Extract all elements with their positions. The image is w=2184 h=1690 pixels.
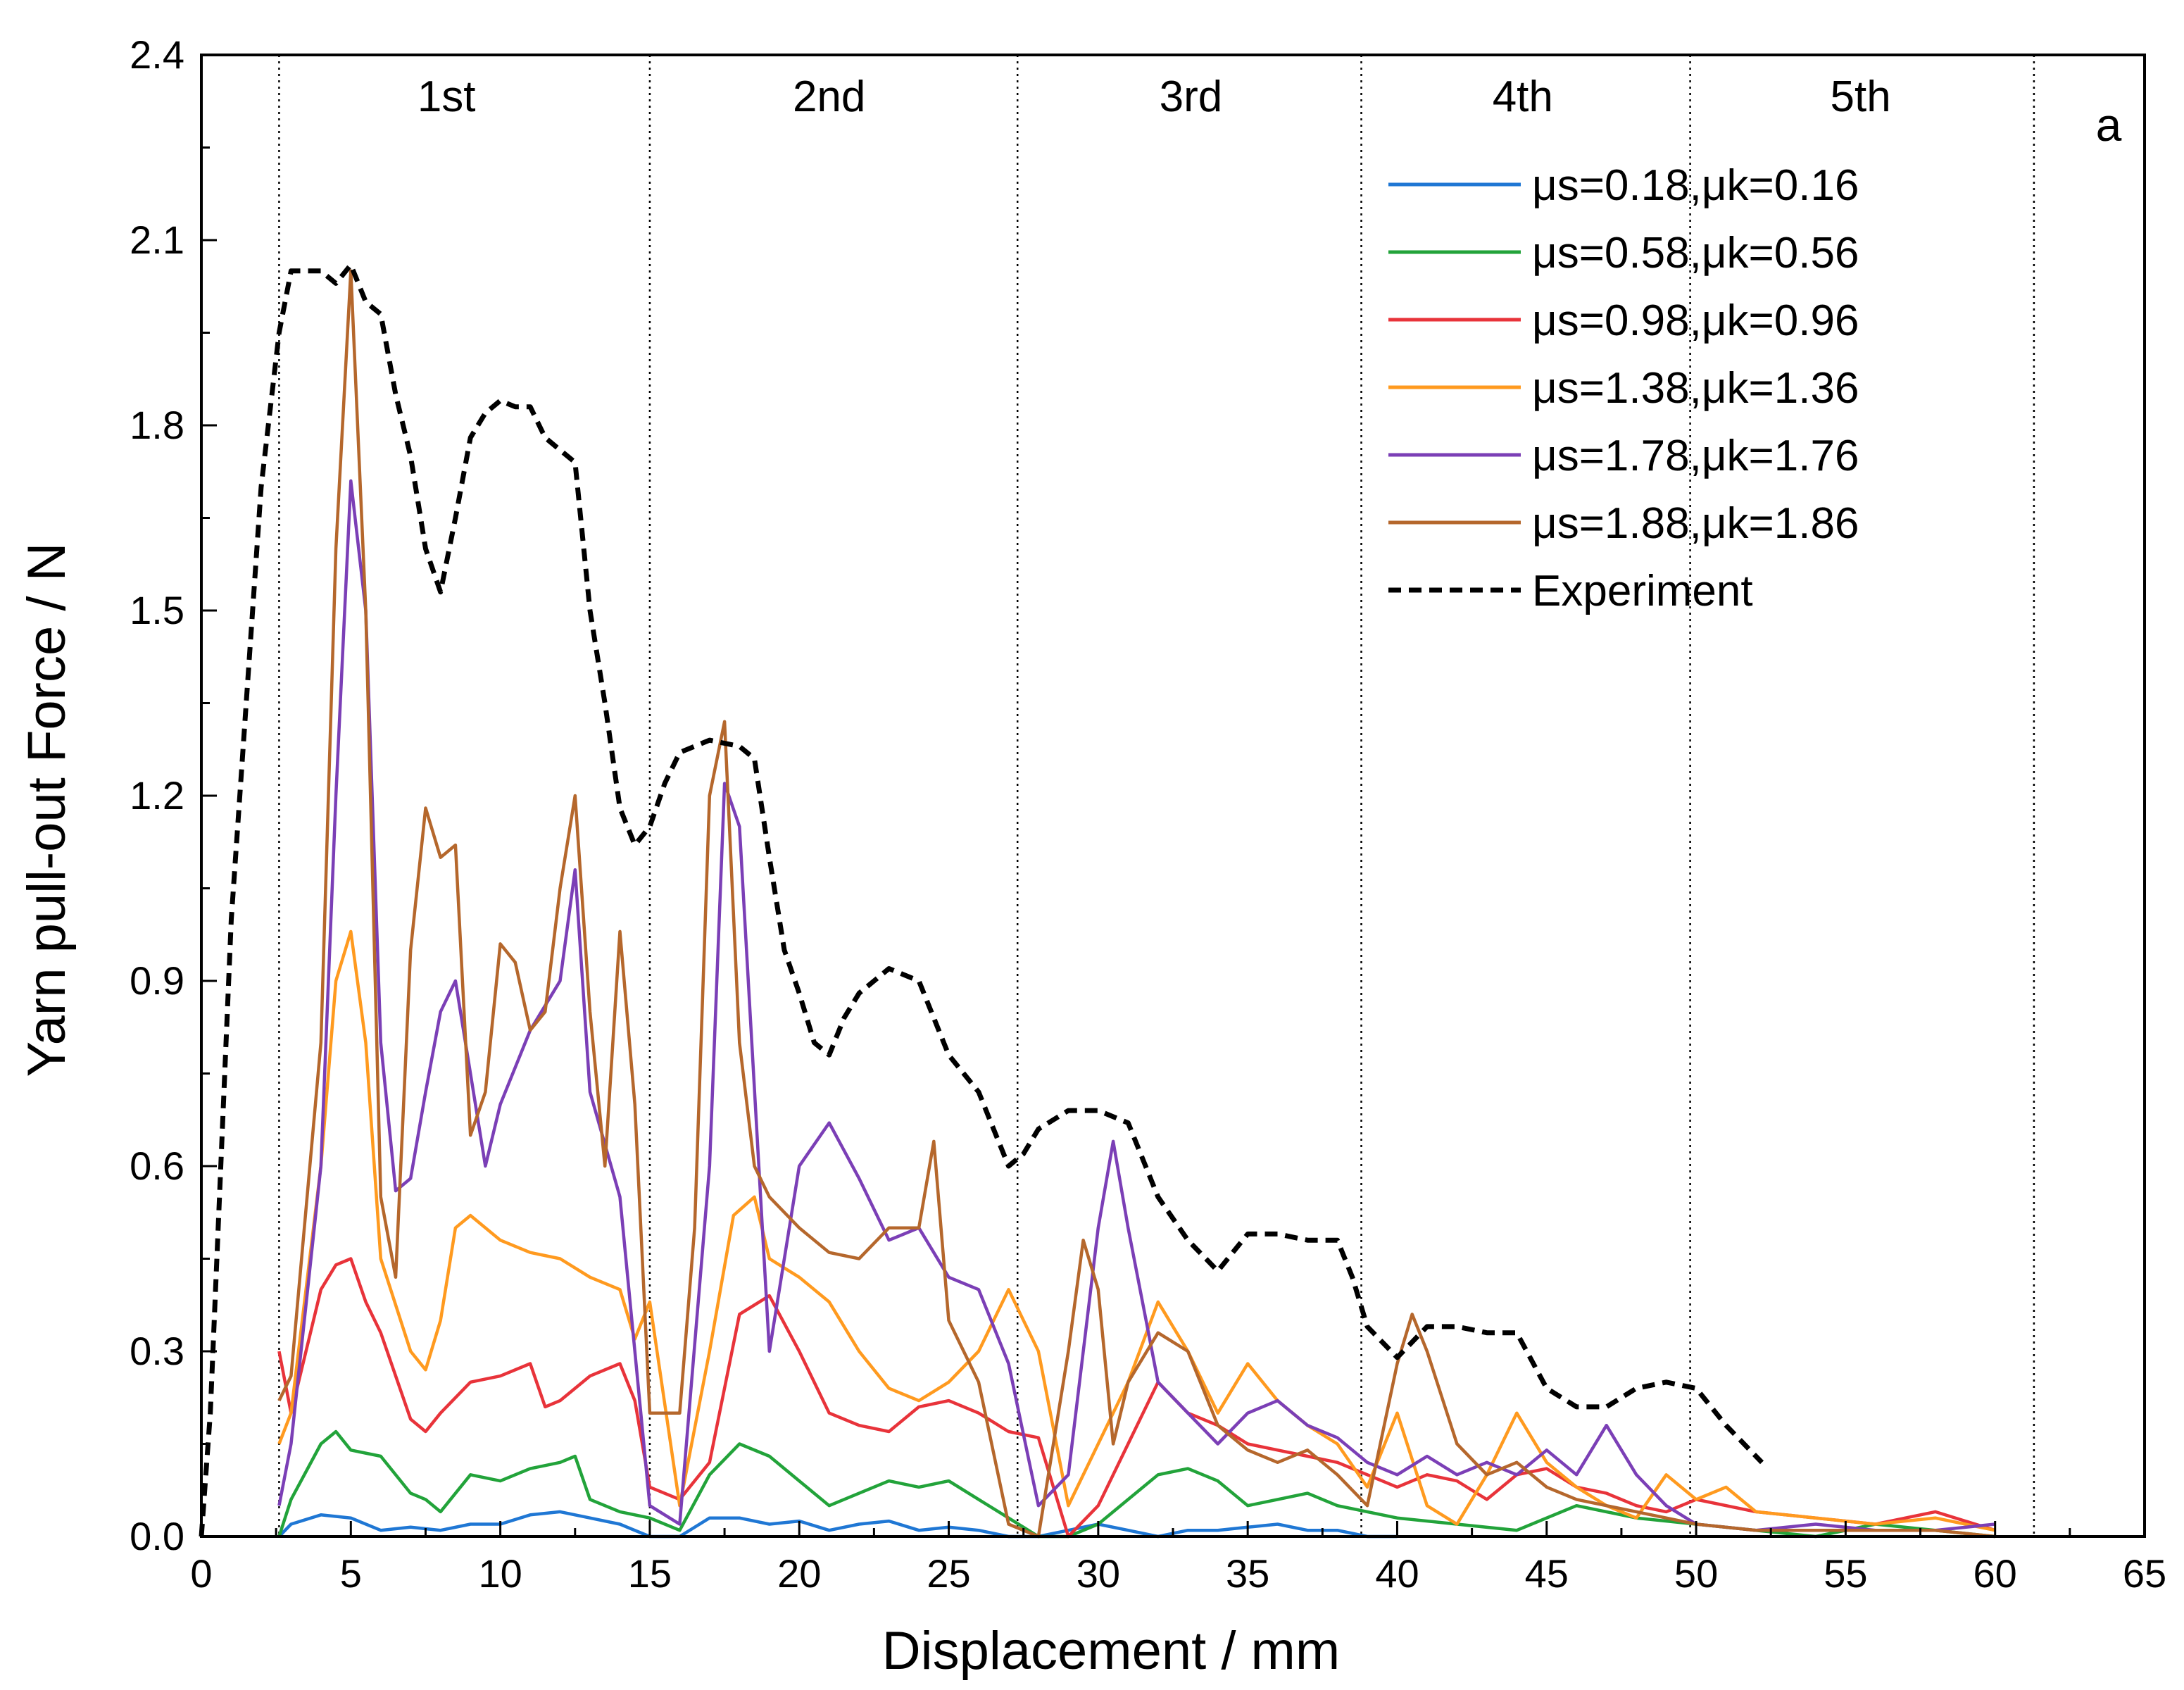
y-tick-label: 0.9 bbox=[130, 958, 184, 1003]
stage-label-2nd: 2nd bbox=[793, 73, 865, 121]
x-tick-label: 25 bbox=[927, 1551, 970, 1596]
x-tick-label: 55 bbox=[1824, 1551, 1867, 1596]
x-tick-label: 0 bbox=[190, 1551, 212, 1596]
x-tick-label: 50 bbox=[1674, 1551, 1718, 1596]
x-tick-label: 15 bbox=[628, 1551, 672, 1596]
panel-label: a bbox=[2096, 99, 2122, 151]
x-tick-label: 45 bbox=[1525, 1551, 1569, 1596]
series-layer bbox=[199, 262, 1996, 1539]
legend: μs=0.18,μk=0.16 μs=0.58,μk=0.56 μs=0.98,μk… bbox=[1388, 161, 1859, 615]
series-line-1 bbox=[277, 1510, 1398, 1539]
y-tick-label: 0.6 bbox=[130, 1144, 184, 1188]
axis-layer: 0 5 10 15 20 25 30 35 40 45 50 55 60 65 0.0 0.3 0.6 0.9 1.… bbox=[130, 32, 2166, 1596]
x-axis-title: Displacement / mm bbox=[882, 1621, 1340, 1681]
series-line-7 bbox=[199, 262, 1764, 1537]
x-tick-label: 35 bbox=[1226, 1551, 1269, 1596]
y-tick-label: 2.4 bbox=[130, 32, 184, 77]
legend-label-6: μs=1.88,μk=1.86 bbox=[1532, 499, 1859, 548]
series-line-2 bbox=[277, 1429, 1995, 1539]
stage-label-5th: 5th bbox=[1831, 73, 1891, 121]
legend-label-2: μs=0.58,μk=0.56 bbox=[1532, 229, 1859, 277]
y-tick-label: 2.1 bbox=[130, 218, 184, 262]
legend-label-5: μs=1.78,μk=1.76 bbox=[1532, 432, 1859, 480]
series-line-6 bbox=[277, 269, 1995, 1539]
x-tick-label: 10 bbox=[478, 1551, 522, 1596]
series-line-5 bbox=[277, 479, 1995, 1532]
series-line-4 bbox=[277, 930, 1996, 1532]
x-tick-label: 65 bbox=[2123, 1551, 2166, 1596]
series-line-3 bbox=[277, 1257, 1996, 1539]
legend-label-7: Experiment bbox=[1532, 567, 1753, 615]
x-tick-label: 20 bbox=[777, 1551, 821, 1596]
x-tick-label: 5 bbox=[340, 1551, 362, 1596]
y-tick-label: 0.3 bbox=[130, 1329, 184, 1373]
x-tick-label: 40 bbox=[1375, 1551, 1419, 1596]
stage-label-4th: 4th bbox=[1493, 73, 1553, 121]
x-tick-label: 30 bbox=[1077, 1551, 1120, 1596]
stage-label-3rd: 3rd bbox=[1160, 73, 1223, 121]
stage-label-layer: 1st 2nd 3rd 4th 5th bbox=[418, 73, 1891, 121]
stage-label-1st: 1st bbox=[418, 73, 476, 121]
y-tick-label: 1.5 bbox=[130, 588, 184, 632]
legend-label-4: μs=1.38,μk=1.36 bbox=[1532, 364, 1859, 413]
legend-label-3: μs=0.98,μk=0.96 bbox=[1532, 296, 1859, 345]
y-tick-label: 1.2 bbox=[130, 773, 184, 818]
y-tick-label: 0.0 bbox=[130, 1514, 184, 1558]
x-tick-label: 60 bbox=[1973, 1551, 2017, 1596]
legend-label-1: μs=0.18,μk=0.16 bbox=[1532, 161, 1859, 210]
y-axis-title: Yarn pull-out Force / N bbox=[17, 543, 77, 1077]
y-tick-label: 1.8 bbox=[130, 403, 184, 447]
